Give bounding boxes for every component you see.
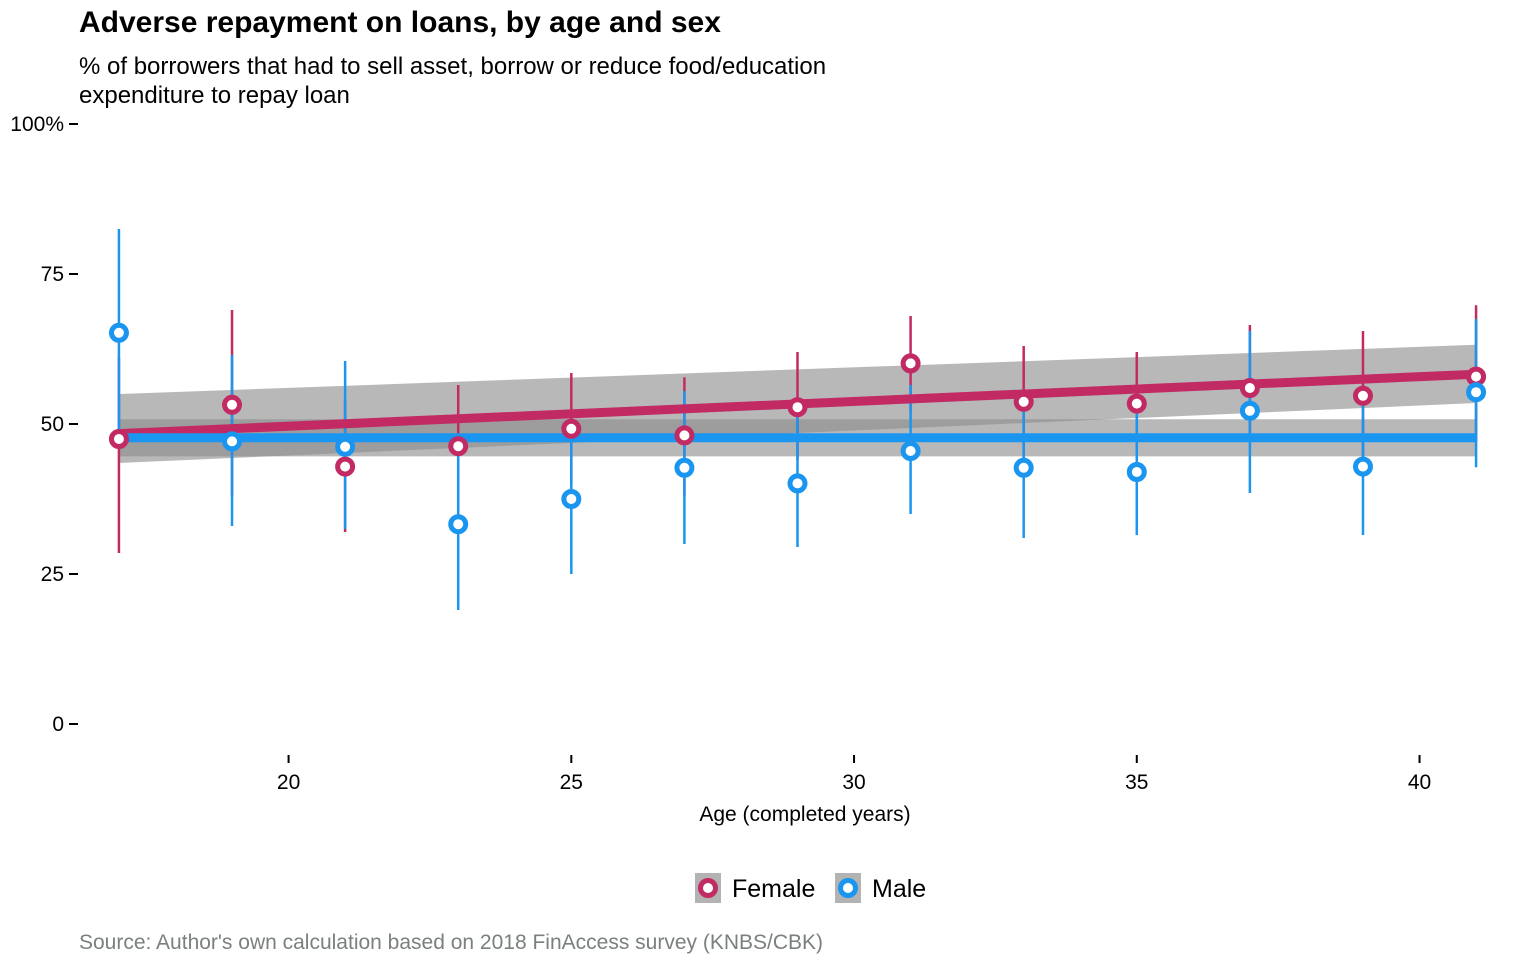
female-point-37 [1239, 378, 1260, 398]
x-tick-label-3: 35 [1125, 771, 1148, 794]
female-point-25 [561, 418, 582, 439]
female-point-31 [900, 353, 921, 374]
x-tick-label-4: 40 [1408, 771, 1431, 794]
legend-label-male: Male [872, 875, 926, 903]
male-point-21 [335, 436, 356, 457]
chart-subtitle-line-2: expenditure to repay loan [79, 82, 350, 109]
x-tick-label-1: 25 [560, 771, 583, 794]
x-tick-label-0: 20 [277, 771, 300, 794]
female-point-19 [222, 394, 243, 415]
male-point-29 [787, 473, 808, 494]
female-point-35 [1126, 393, 1147, 414]
legend: Female Male [695, 873, 926, 903]
legend-key-female [698, 878, 718, 898]
male-point-25 [561, 489, 582, 509]
plot-area: 0 25 50 75 100% 20 25 30 35 40 [10, 113, 1487, 794]
y-tick-label-1: 25 [41, 563, 64, 586]
x-tick-label-2: 30 [842, 771, 865, 794]
male-point-19 [222, 431, 243, 452]
male-point-31 [900, 441, 921, 461]
male-point-41 [1466, 382, 1487, 403]
male-point-39 [1352, 456, 1373, 477]
y-tick-label-4: 100% [10, 113, 64, 136]
points [108, 322, 1487, 535]
female-point-33 [1013, 391, 1034, 412]
female-point-29 [787, 397, 808, 418]
legend-label-female: Female [732, 875, 815, 903]
male-point-27 [674, 457, 695, 478]
male-point-35 [1126, 462, 1147, 482]
female-point-17 [108, 429, 129, 449]
male-point-23 [448, 514, 469, 535]
female-point-39 [1352, 385, 1373, 406]
y-tick-label-3: 75 [41, 263, 64, 286]
male-point-33 [1013, 457, 1034, 478]
legend-key-male [838, 878, 858, 898]
chart-title: Adverse repayment on loans, by age and s… [79, 6, 721, 39]
chart-caption: Source: Author's own calculation based o… [79, 931, 823, 954]
x-axis-title: Age (completed years) [699, 803, 910, 826]
chart-subtitle-line-1: % of borrowers that had to sell asset, b… [79, 53, 826, 80]
y-axis: 0 25 50 75 100% [10, 113, 78, 736]
female-point-21 [335, 456, 356, 477]
female-point-23 [448, 436, 469, 457]
y-tick-label-2: 50 [41, 413, 64, 436]
female-point-27 [674, 425, 695, 446]
female-point-41 [1466, 366, 1487, 387]
male-point-37 [1239, 400, 1260, 421]
x-axis: 20 25 30 35 40 [277, 755, 1431, 794]
y-tick-label-0: 0 [52, 713, 64, 736]
male-point-17 [108, 322, 129, 343]
